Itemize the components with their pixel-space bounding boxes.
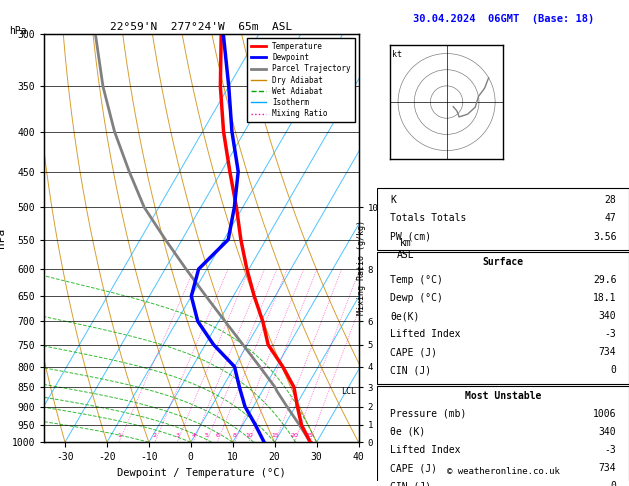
Text: PW (cm): PW (cm) — [390, 231, 431, 242]
Text: CAPE (J): CAPE (J) — [390, 463, 437, 473]
Text: K: K — [390, 195, 396, 206]
Text: 47: 47 — [604, 213, 616, 224]
Text: Surface: Surface — [482, 257, 524, 267]
Text: Pressure (mb): Pressure (mb) — [390, 409, 466, 419]
Text: 10: 10 — [245, 433, 253, 438]
Text: θe (K): θe (K) — [390, 427, 425, 437]
Bar — [377, 386, 629, 486]
Text: 6: 6 — [215, 433, 220, 438]
Text: 734: 734 — [599, 463, 616, 473]
Text: CAPE (J): CAPE (J) — [390, 347, 437, 357]
Bar — [377, 252, 629, 383]
Bar — [377, 188, 629, 250]
Text: 28: 28 — [604, 195, 616, 206]
Text: 5: 5 — [204, 433, 208, 438]
Text: θe(K): θe(K) — [390, 311, 420, 321]
Text: 15: 15 — [271, 433, 279, 438]
Text: Most Unstable: Most Unstable — [465, 391, 542, 400]
Text: -3: -3 — [604, 445, 616, 455]
Text: 0: 0 — [611, 365, 616, 375]
Text: -3: -3 — [604, 329, 616, 339]
Text: 734: 734 — [599, 347, 616, 357]
Text: 0: 0 — [611, 481, 616, 486]
Text: 3: 3 — [175, 433, 179, 438]
Text: 340: 340 — [599, 427, 616, 437]
Text: 29.6: 29.6 — [593, 275, 616, 285]
Text: Totals Totals: Totals Totals — [390, 213, 466, 224]
X-axis label: Dewpoint / Temperature (°C): Dewpoint / Temperature (°C) — [117, 468, 286, 478]
Text: Temp (°C): Temp (°C) — [390, 275, 443, 285]
Text: 1: 1 — [117, 433, 121, 438]
Text: 25: 25 — [306, 433, 314, 438]
Text: 1006: 1006 — [593, 409, 616, 419]
Text: CIN (J): CIN (J) — [390, 481, 431, 486]
Text: 30.04.2024  06GMT  (Base: 18): 30.04.2024 06GMT (Base: 18) — [413, 15, 594, 24]
Text: 4: 4 — [191, 433, 196, 438]
Y-axis label: hPa: hPa — [0, 228, 6, 248]
Text: Dewp (°C): Dewp (°C) — [390, 293, 443, 303]
Y-axis label: km
ASL: km ASL — [398, 238, 415, 260]
Text: Lifted Index: Lifted Index — [390, 329, 460, 339]
Text: 20: 20 — [291, 433, 298, 438]
Text: kt: kt — [392, 50, 402, 59]
Legend: Temperature, Dewpoint, Parcel Trajectory, Dry Adiabat, Wet Adiabat, Isotherm, Mi: Temperature, Dewpoint, Parcel Trajectory… — [247, 38, 355, 122]
Text: 340: 340 — [599, 311, 616, 321]
Text: LCL: LCL — [342, 387, 357, 396]
Text: Mixing Ratio (g/kg): Mixing Ratio (g/kg) — [357, 220, 366, 315]
Text: Lifted Index: Lifted Index — [390, 445, 460, 455]
Text: 18.1: 18.1 — [593, 293, 616, 303]
Text: © weatheronline.co.uk: © weatheronline.co.uk — [447, 468, 560, 476]
Text: 2: 2 — [153, 433, 157, 438]
Text: CIN (J): CIN (J) — [390, 365, 431, 375]
Text: hPa: hPa — [9, 26, 27, 36]
Text: 3.56: 3.56 — [593, 231, 616, 242]
Text: 8: 8 — [233, 433, 237, 438]
Title: 22°59'N  277°24'W  65m  ASL: 22°59'N 277°24'W 65m ASL — [110, 22, 292, 32]
